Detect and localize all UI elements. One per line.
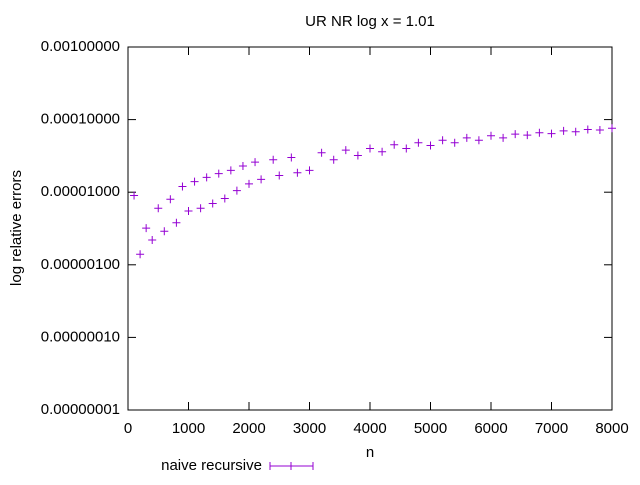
point <box>202 173 211 182</box>
x-tick-label: 4000 <box>353 420 386 437</box>
point <box>245 179 253 188</box>
point <box>414 138 423 147</box>
point <box>238 161 247 170</box>
point <box>608 124 616 133</box>
point <box>275 171 284 180</box>
point <box>251 158 260 167</box>
point <box>226 166 235 175</box>
point <box>130 191 139 200</box>
point <box>166 195 175 204</box>
point <box>160 227 169 236</box>
point <box>305 166 314 175</box>
point <box>499 133 508 142</box>
x-tick-label: 3000 <box>293 420 326 437</box>
x-tick-label: 5000 <box>414 420 447 437</box>
chart-title: UR NR log x = 1.01 <box>305 13 435 30</box>
point <box>462 133 471 142</box>
point <box>136 250 145 259</box>
point <box>257 175 266 184</box>
y-tick-label: 0.00001000 <box>41 183 120 200</box>
point <box>353 151 362 160</box>
y-axis-label: log relative errors <box>8 170 25 286</box>
y-tick-label: 0.00100000 <box>41 38 120 55</box>
x-tick-label: 0 <box>124 420 132 437</box>
point <box>172 218 181 227</box>
point <box>523 131 532 140</box>
point <box>378 147 387 156</box>
point <box>438 136 447 145</box>
point <box>232 186 241 195</box>
point <box>511 130 520 139</box>
y-tick-label: 0.00000010 <box>41 328 120 345</box>
x-axis-label: n <box>366 444 374 461</box>
point <box>154 204 163 213</box>
x-tick-label: 1000 <box>172 420 205 437</box>
y-tick-label: 0.00000001 <box>41 401 120 418</box>
y-tick-label: 0.00010000 <box>41 111 120 128</box>
point <box>317 148 326 157</box>
point <box>208 199 217 208</box>
point <box>214 169 223 178</box>
x-tick-label: 6000 <box>474 420 507 437</box>
point <box>220 194 229 203</box>
point <box>535 128 544 137</box>
point <box>329 155 338 164</box>
x-tick-label: 7000 <box>535 420 568 437</box>
x-tick-label: 8000 <box>595 420 628 437</box>
point <box>269 155 278 164</box>
legend-label: naive recursive <box>161 457 262 474</box>
point <box>487 131 495 140</box>
legend-swatch <box>269 462 314 470</box>
point <box>178 182 187 191</box>
point <box>426 141 435 150</box>
point <box>196 204 205 213</box>
point <box>547 129 556 138</box>
point <box>450 138 459 147</box>
point <box>559 126 568 135</box>
point <box>402 144 411 153</box>
point <box>293 168 302 177</box>
point <box>390 140 399 149</box>
plot-frame <box>127 46 613 411</box>
point <box>287 153 296 162</box>
point <box>148 235 157 244</box>
point <box>184 207 193 216</box>
y-tick-label: 0.00000100 <box>41 256 120 273</box>
point <box>190 177 199 186</box>
point <box>366 144 374 153</box>
point <box>571 127 580 136</box>
point <box>583 125 592 134</box>
point <box>341 146 350 155</box>
point <box>474 136 483 145</box>
point <box>595 125 604 134</box>
point <box>142 224 151 233</box>
x-tick-label: 2000 <box>232 420 265 437</box>
